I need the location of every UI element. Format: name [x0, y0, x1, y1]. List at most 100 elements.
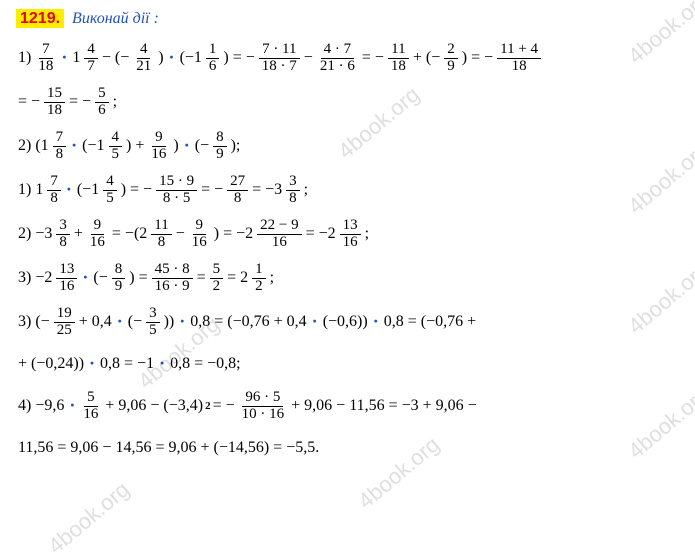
txt: ;	[270, 269, 274, 287]
num: 15 · 9	[156, 174, 197, 191]
den: 25	[54, 323, 75, 339]
fraction: 78	[53, 130, 67, 163]
fraction: 1118	[388, 42, 409, 75]
watermark: 4book.org	[43, 477, 135, 559]
den: 18	[44, 103, 65, 119]
num: 5	[210, 262, 224, 279]
txt: + 9,06 − 11,56 = −3 + 9,06 −	[291, 397, 477, 415]
txt: −	[304, 49, 313, 67]
num: 5	[84, 390, 98, 407]
num: 2	[444, 42, 458, 59]
dot-icon: ·	[373, 311, 379, 332]
equation-line-3: 2) (1 78 · (−1 45 ) + 916 ) · (− 89 );	[16, 124, 679, 168]
den: 18	[35, 59, 56, 75]
txt: = −(2	[112, 225, 147, 243]
fraction: 1518	[44, 86, 65, 119]
dot-icon: ·	[71, 135, 77, 156]
txt: ;	[365, 225, 369, 243]
fraction: 47	[84, 42, 98, 75]
txt: (−1	[180, 49, 202, 67]
txt: ) +	[126, 137, 144, 155]
num: 5	[95, 86, 109, 103]
txt: ) = −	[121, 181, 152, 199]
den: 16	[269, 235, 290, 251]
txt: (−	[195, 137, 209, 155]
txt: = −	[362, 49, 384, 67]
num: 96 · 5	[242, 390, 283, 407]
num: 9	[152, 130, 166, 147]
txt: = −	[201, 181, 223, 199]
label: 1)	[18, 49, 31, 67]
den: 5	[146, 323, 160, 339]
fraction: 118	[151, 218, 171, 251]
txt: (−1	[82, 137, 104, 155]
txt: ) = −	[223, 49, 254, 67]
txt: + 0,4	[79, 313, 112, 331]
dot-icon: ·	[69, 395, 75, 416]
fraction: 45	[103, 174, 117, 207]
fraction: 1925	[54, 306, 75, 339]
den: 16	[80, 407, 101, 423]
num: 8	[213, 130, 227, 147]
den: 8	[47, 191, 61, 207]
num: 4	[109, 130, 123, 147]
txt: ) = −	[462, 49, 493, 67]
num: 7	[39, 42, 53, 59]
txt: (−	[93, 269, 107, 287]
den: 5	[109, 147, 123, 163]
den: 6	[206, 59, 220, 75]
num: 15	[44, 86, 65, 103]
fraction: 96 · 510 · 16	[239, 390, 288, 423]
txt: 3) −2	[18, 269, 52, 287]
den: 8 · 5	[160, 191, 194, 207]
fraction: 78	[47, 174, 61, 207]
txt: (−0,6))	[323, 313, 368, 331]
equation-line-5: 2) −3 38 + 916 = −(2 118 − 916 ) = −2 22…	[16, 212, 679, 256]
fraction: 278	[227, 174, 248, 207]
txt: 0,8 = −1	[100, 355, 154, 373]
den: 2	[210, 279, 224, 295]
fraction: 35	[146, 306, 160, 339]
txt: );	[231, 137, 241, 155]
txt: 4) −9,6	[18, 397, 64, 415]
num: 3	[286, 174, 300, 191]
den: 9	[112, 279, 126, 295]
txt: 0,8 = −0,8;	[170, 355, 241, 373]
txt: −	[176, 225, 185, 243]
den: 5	[103, 191, 117, 207]
fraction: 38	[286, 174, 300, 207]
txt: )	[158, 49, 163, 67]
num: 22 − 9	[257, 218, 301, 235]
txt: (−1	[77, 181, 99, 199]
txt: +	[74, 225, 83, 243]
num: 13	[56, 262, 77, 279]
txt: ;	[113, 93, 117, 111]
den: 10 · 16	[239, 407, 288, 423]
den: 16	[189, 235, 210, 251]
den: 8	[56, 235, 70, 251]
equation-line-2: = − 1518 = − 56 ;	[16, 80, 679, 124]
problem-title: Виконай дії	[72, 10, 150, 27]
num: 9	[193, 218, 207, 235]
num: 4	[84, 42, 98, 59]
fraction: 12	[252, 262, 266, 295]
txt: = −	[69, 93, 91, 111]
txt: + 9,06 − (−3,4)	[105, 397, 203, 415]
equation-line-4: 1) 1 78 · (−1 45 ) = − 15 · 98 · 5 = − 2…	[16, 168, 679, 212]
txt: =	[197, 269, 206, 287]
fraction: 916	[87, 218, 108, 251]
num: 11 + 4	[497, 42, 541, 59]
num: 7	[53, 130, 67, 147]
num: 11	[151, 218, 171, 235]
txt: 3) (−	[18, 313, 50, 331]
den: 6	[95, 103, 109, 119]
dot-icon: ·	[89, 353, 95, 374]
num: 9	[91, 218, 105, 235]
fraction: 718	[35, 42, 56, 75]
equation-line-1: 1) 718 · 1 47 − (− 421 ) · (−1 16 ) = − …	[16, 36, 679, 80]
num: 1	[252, 262, 266, 279]
dot-icon: ·	[159, 353, 165, 374]
num: 7	[47, 174, 61, 191]
dot-icon: ·	[179, 311, 185, 332]
num: 7 · 11	[259, 42, 299, 59]
